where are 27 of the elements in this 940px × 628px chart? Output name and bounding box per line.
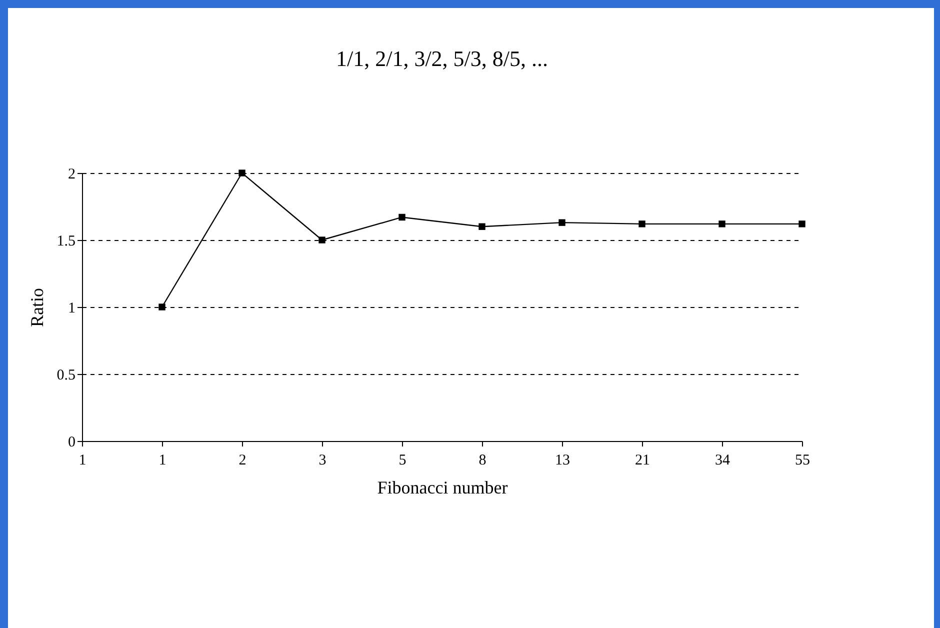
y-tick-label: 0 [68,434,76,450]
point [398,214,406,221]
x-tick-label: 1 [158,452,166,468]
x-tick-label: 8 [478,452,486,468]
point [798,220,806,228]
y-tick-label: 0.5 [56,368,76,384]
x-tick-label: 13 [555,452,570,468]
point [478,223,486,230]
x-tick-label: 3 [318,452,326,468]
y-tick-label: 1 [68,300,76,316]
y-tick-label: 1.5 [56,234,76,250]
point [318,236,326,244]
x-tick-label: 5 [398,452,406,468]
x-tick-label: 34 [715,452,730,468]
x-tick-label: 55 [795,452,810,468]
y-axis-title: Ratio [26,288,47,327]
x-axis-title: Fibonacci number [377,478,508,498]
point [558,219,566,226]
x-tick-label: 2 [238,452,246,468]
point [638,220,646,228]
x-tick-label: 21 [635,452,650,468]
point [158,304,166,310]
chart-title: 1/1, 2/1, 3/2, 5/3, 8/5, ... [336,46,548,71]
x-tick-label: 1 [78,452,86,468]
point [718,220,726,228]
point [238,170,246,176]
y-tick-label: 2 [68,166,76,182]
